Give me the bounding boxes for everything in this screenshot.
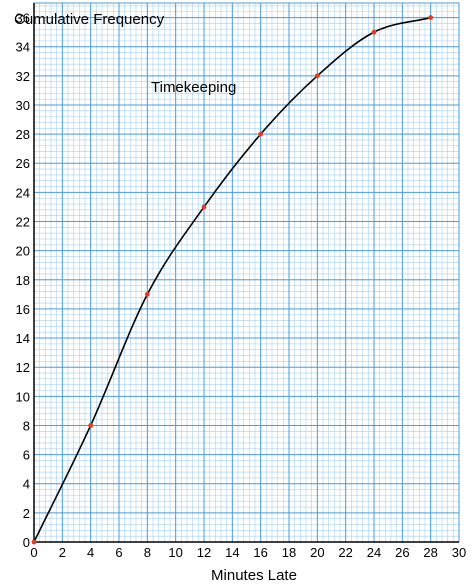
data-point [314, 73, 320, 79]
y-axis-title: Cumulative Frequency [14, 11, 165, 28]
y-tick-label: 36 [16, 11, 30, 26]
x-tick-label: 10 [168, 545, 182, 560]
y-tick-label: 28 [16, 127, 30, 142]
grid [33, 2, 460, 543]
data-point [258, 131, 264, 137]
y-tick-label: 12 [16, 360, 30, 375]
x-tick-label: 24 [367, 545, 381, 560]
data-point [201, 204, 207, 210]
plot-border [33, 2, 460, 543]
x-tick-label: 28 [423, 545, 437, 560]
x-tick-label: 8 [144, 545, 151, 560]
y-tick-label: 30 [16, 98, 30, 113]
x-tick-label: 26 [395, 545, 409, 560]
y-tick-label: 18 [16, 273, 30, 288]
y-tick-label: 22 [16, 215, 30, 230]
data-point [88, 423, 94, 428]
y-tick-label: 2 [23, 506, 30, 521]
y-tick-label: 20 [16, 244, 30, 259]
data-point [31, 539, 37, 545]
x-tick-label: 16 [253, 545, 267, 560]
x-tick-label: 20 [310, 545, 324, 560]
x-tick-label: 12 [197, 545, 211, 560]
chart-title: Timekeeping [151, 79, 236, 96]
data-point [428, 15, 434, 20]
data-point [144, 291, 150, 297]
y-tick-label: 24 [16, 185, 30, 200]
x-tick-label: 4 [87, 545, 94, 560]
x-tick-label: 2 [59, 545, 66, 560]
x-tick-label: 14 [225, 545, 239, 560]
y-tick-label: 8 [23, 418, 30, 433]
x-axis-title: Minutes Late [211, 567, 297, 584]
y-tick-label: 16 [16, 302, 30, 317]
data-points [31, 15, 434, 545]
y-tick-label: 26 [16, 156, 30, 171]
y-tick-label: 6 [23, 448, 30, 463]
y-tick-label: 14 [16, 331, 30, 346]
y-tick-label: 34 [16, 40, 30, 55]
y-tick-label: 4 [23, 477, 30, 492]
y-tick-label: 0 [23, 535, 30, 550]
x-tick-label: 0 [30, 545, 37, 560]
y-tick-label: 10 [16, 389, 30, 404]
data-point [371, 29, 377, 35]
x-tick-label: 30 [452, 545, 466, 560]
x-tick-label: 22 [338, 545, 352, 560]
x-tick-label: 18 [282, 545, 296, 560]
x-tick-label: 6 [115, 545, 122, 560]
y-tick-label: 32 [16, 69, 30, 84]
axes [33, 3, 459, 543]
